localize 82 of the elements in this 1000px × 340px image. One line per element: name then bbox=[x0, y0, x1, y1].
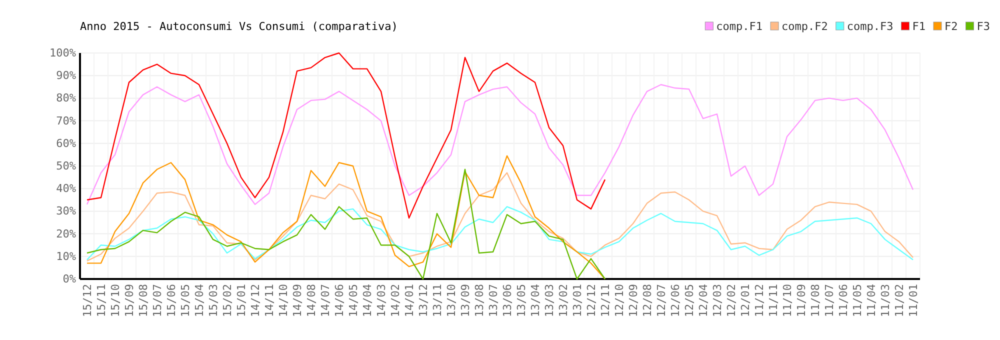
y-tick-label: 20% bbox=[56, 227, 76, 240]
x-tick-label: 11/10 bbox=[780, 284, 794, 318]
x-tick-label: 13/06 bbox=[500, 284, 514, 318]
x-tick-label: 12/05 bbox=[682, 284, 696, 318]
x-tick-label: 13/07 bbox=[486, 284, 500, 318]
x-tick-label: 11/04 bbox=[864, 284, 878, 318]
x-tick-label: 15/05 bbox=[178, 284, 192, 318]
x-tick-label: 14/08 bbox=[304, 284, 318, 318]
x-tick-label: 15/04 bbox=[192, 284, 206, 318]
legend-label: F2 bbox=[944, 20, 958, 33]
x-tick-label: 15/09 bbox=[122, 284, 136, 318]
line-series bbox=[86, 84, 914, 206]
x-tick-label: 11/02 bbox=[892, 284, 906, 318]
x-tick-label: 12/03 bbox=[710, 284, 724, 318]
x-tick-label: 12/10 bbox=[612, 284, 626, 318]
x-tick-label: 13/04 bbox=[528, 284, 542, 318]
x-tick-label: 15/11 bbox=[94, 284, 108, 318]
x-tick-label: 12/04 bbox=[696, 284, 710, 318]
x-tick-label: 14/12 bbox=[248, 284, 262, 318]
x-tick-label: 11/11 bbox=[766, 284, 780, 318]
x-tick-label: 14/01 bbox=[402, 284, 416, 318]
y-tick-label: 0% bbox=[62, 272, 76, 286]
x-tick-label: 12/12 bbox=[584, 284, 598, 318]
x-tick-label: 13/09 bbox=[458, 284, 472, 318]
line-series bbox=[86, 172, 914, 262]
x-tick-label: 12/06 bbox=[668, 284, 682, 318]
x-tick-label: 14/06 bbox=[332, 284, 346, 318]
x-tick-label: 15/10 bbox=[108, 284, 122, 318]
y-tick-label: 30% bbox=[56, 204, 76, 218]
y-tick-label: 10% bbox=[56, 250, 76, 263]
x-tick-label: 15/07 bbox=[150, 284, 164, 318]
y-tick-label: 50% bbox=[56, 160, 76, 173]
x-tick-label: 13/05 bbox=[514, 284, 528, 318]
x-tick-label: 14/04 bbox=[360, 284, 374, 318]
x-tick-label: 13/08 bbox=[472, 284, 486, 318]
x-tick-label: 15/12 bbox=[80, 284, 94, 318]
x-tick-label: 11/01 bbox=[906, 284, 920, 318]
x-tick-label: 11/08 bbox=[808, 284, 822, 318]
x-tick-label: 13/02 bbox=[556, 284, 570, 318]
x-tick-label: 14/03 bbox=[374, 284, 388, 318]
legend-label: comp.F2 bbox=[782, 20, 828, 33]
x-tick-label: 12/01 bbox=[738, 284, 752, 318]
y-tick-label: 100% bbox=[50, 46, 76, 60]
x-tick-label: 12/02 bbox=[724, 284, 738, 318]
y-tick-label: 40% bbox=[56, 182, 76, 196]
x-tick-label: 11/05 bbox=[850, 284, 864, 318]
x-tick-label: 12/08 bbox=[640, 284, 654, 318]
x-tick-label: 11/07 bbox=[822, 284, 836, 318]
x-tick-label: 15/03 bbox=[206, 284, 220, 318]
x-tick-label: 11/09 bbox=[794, 284, 808, 318]
x-tick-label: 15/02 bbox=[220, 284, 234, 318]
x-tick-label: 15/06 bbox=[164, 284, 178, 318]
legend-label: F3 bbox=[976, 20, 990, 33]
x-tick-label: 14/07 bbox=[318, 284, 332, 318]
y-tick-label: 70% bbox=[56, 114, 76, 128]
line-series bbox=[86, 52, 606, 219]
legend-label: comp.F3 bbox=[846, 20, 894, 33]
x-tick-label: 14/10 bbox=[276, 284, 290, 318]
legend-label: F1 bbox=[912, 20, 926, 33]
x-tick-label: 13/12 bbox=[416, 284, 430, 318]
chart-title: Anno 2015 - Autoconsumi Vs Consumi (comparativa) bbox=[80, 20, 398, 33]
x-tick-label: 14/02 bbox=[388, 284, 402, 318]
y-tick-label: 80% bbox=[56, 92, 76, 105]
line-series bbox=[86, 206, 914, 260]
x-tick-label: 14/09 bbox=[290, 284, 304, 318]
x-tick-label: 12/09 bbox=[626, 284, 640, 318]
x-tick-label: 13/10 bbox=[444, 284, 458, 318]
y-tick-label: 60% bbox=[56, 136, 76, 150]
x-tick-label: 13/01 bbox=[570, 284, 584, 318]
y-tick-label: 90% bbox=[56, 69, 76, 82]
x-tick-label: 11/03 bbox=[878, 284, 892, 318]
x-tick-label: 15/08 bbox=[136, 284, 150, 318]
x-tick-label: 15/01 bbox=[234, 284, 248, 318]
legend-label: comp.F1 bbox=[716, 20, 763, 33]
x-tick-label: 14/11 bbox=[262, 284, 276, 318]
x-tick-label: 12/07 bbox=[654, 284, 668, 318]
x-tick-label: 13/11 bbox=[430, 284, 444, 318]
x-tick-label: 11/06 bbox=[836, 284, 850, 318]
x-tick-label: 12/11 bbox=[598, 284, 612, 318]
x-tick-label: 14/05 bbox=[346, 284, 360, 318]
x-tick-label: 11/12 bbox=[752, 284, 766, 318]
x-tick-label: 13/03 bbox=[542, 284, 556, 318]
